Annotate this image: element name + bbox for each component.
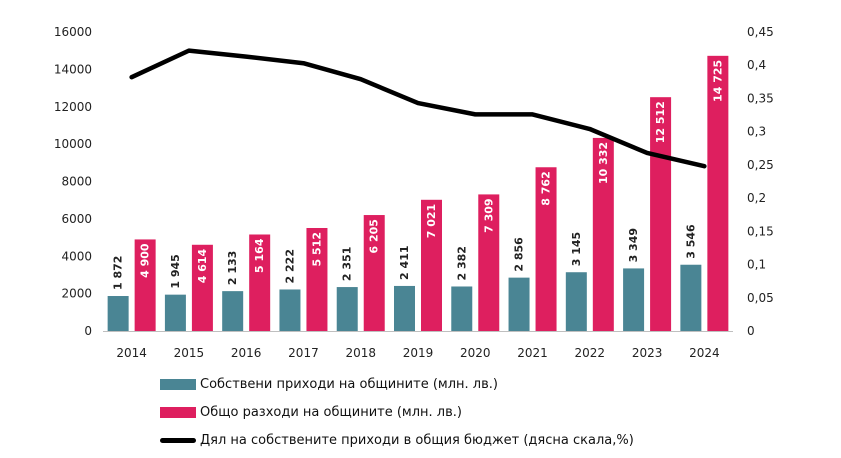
legend-swatch-own-revenue [160,378,196,390]
x-tick-label: 2022 [575,346,606,360]
legend-label-total-expenditure: Общо разходи на общините (млн. лв.) [200,404,462,420]
own-revenue-bar [394,285,415,331]
right-tick-label: 0 [747,324,755,338]
total-expenditure-bar-label: 4 900 [139,243,152,278]
total-expenditure-bar [421,199,442,331]
left-tick-label: 8000 [61,175,92,189]
own-revenue-bar-label: 2 222 [283,249,296,283]
share-line [129,48,707,169]
line-layer [129,48,707,169]
total-expenditure-bar-label: 12 512 [654,101,667,143]
left-tick-label: 16000 [54,25,92,39]
left-tick-label: 14000 [54,62,92,76]
total-expenditure-bar-label: 14 725 [711,60,724,102]
total-expenditure-bar [363,215,385,331]
right-tick-label: 0,3 [747,125,766,139]
left-tick-label: 0 [84,324,92,338]
x-tick-label: 2017 [288,346,319,360]
right-y-axis: 0 0,05 0,1 0,15 0,2 0,25 0,3 0,35 0,4 0,45 [747,25,774,338]
legend-item-share-line: Дял на собствените приходи в общия бюдже… [160,426,820,454]
total-expenditure-bar [478,194,500,331]
legend-item-own-revenue: Собствени приходи на общините (млн. лв.) [160,370,820,398]
left-tick-label: 12000 [54,100,92,114]
right-tick-label: 0,45 [747,25,774,39]
total-expenditure-bar [592,137,614,331]
left-tick-label: 10000 [54,137,92,151]
legend-label-share-line: Дял на собствените приходи в общия бюдже… [200,432,634,448]
own-revenue-bar [107,296,129,331]
own-revenue-bar [508,277,530,331]
right-tick-label: 0,2 [747,191,766,205]
x-tick-label: 2018 [345,346,376,360]
x-tick-label: 2020 [460,346,491,360]
own-revenue-bar-label: 2 133 [226,251,239,285]
own-revenue-bar-label: 2 382 [455,246,468,280]
x-tick-label: 2014 [116,346,147,360]
total-expenditure-bar [134,239,156,331]
total-expenditure-bar-label: 6 205 [368,219,381,253]
total-expenditure-bar [306,227,328,331]
own-revenue-bar-label: 2 351 [341,247,354,281]
legend-label-own-revenue: Собствени приходи на общините (млн. лв.) [200,376,498,392]
own-revenue-bar-label: 1 945 [169,254,182,288]
right-tick-label: 0,25 [747,158,774,172]
x-tick-label: 2021 [517,346,548,360]
own-revenue-bar-label: 3 145 [570,232,583,266]
x-tick-label: 2019 [403,346,434,360]
total-expenditure-bar-label: 8 762 [540,171,553,205]
own-revenue-bar-label: 1 872 [112,256,125,290]
total-expenditure-bar-label: 4 614 [196,248,209,283]
bars-layer: 1 872 4 900 1 945 4 614 2 133 5 164 2 222 5 512… [107,55,729,331]
own-revenue-bar [680,264,702,331]
own-revenue-bar-label: 2 411 [398,245,411,279]
x-axis: 2014 2015 2016 2017 2018 2019 2020 2021 2022 2023… [103,331,733,360]
own-revenue-bar [565,272,587,331]
x-tick-label: 2016 [231,346,262,360]
legend: Собствени приходи на общините (млн. лв.)… [160,370,820,454]
right-tick-label: 0,1 [747,258,766,272]
x-tick-label: 2023 [632,346,663,360]
x-tick-label: 2024 [689,346,720,360]
right-tick-label: 0,05 [747,291,774,305]
total-expenditure-bar-label: 10 332 [597,142,610,184]
total-expenditure-bar-label: 5 512 [310,232,323,266]
total-expenditure-bar-label: 7 021 [425,204,438,238]
own-revenue-bar [336,287,358,331]
total-expenditure-bar-label: 7 309 [482,198,495,232]
total-expenditure-bar [707,55,729,331]
own-revenue-bar [164,294,186,331]
total-expenditure-bar-label: 5 164 [253,238,266,273]
left-y-axis: 0 2000 4000 6000 8000 10000 12000 14000 16000 [54,25,92,338]
own-revenue-bar [451,286,473,331]
legend-swatch-total-expenditure [160,406,196,418]
right-tick-label: 0,15 [747,224,774,238]
own-revenue-bar-label: 2 856 [513,237,526,272]
total-expenditure-bar [191,244,213,331]
left-tick-label: 6000 [61,212,92,226]
own-revenue-bar [279,289,301,331]
left-tick-label: 4000 [61,249,92,263]
own-revenue-bar-label: 3 349 [627,228,640,262]
own-revenue-bar [222,291,244,331]
total-expenditure-bar [249,234,271,331]
right-tick-label: 0,35 [747,91,774,105]
legend-item-total-expenditure: Общо разходи на общините (млн. лв.) [160,398,820,426]
own-revenue-bar-label: 3 546 [684,224,697,259]
x-tick-label: 2015 [174,346,205,360]
total-expenditure-bar [535,167,557,331]
right-tick-label: 0,4 [747,58,766,72]
left-tick-label: 2000 [61,287,92,301]
own-revenue-bar [623,268,645,331]
legend-swatch-share-line [160,437,196,443]
